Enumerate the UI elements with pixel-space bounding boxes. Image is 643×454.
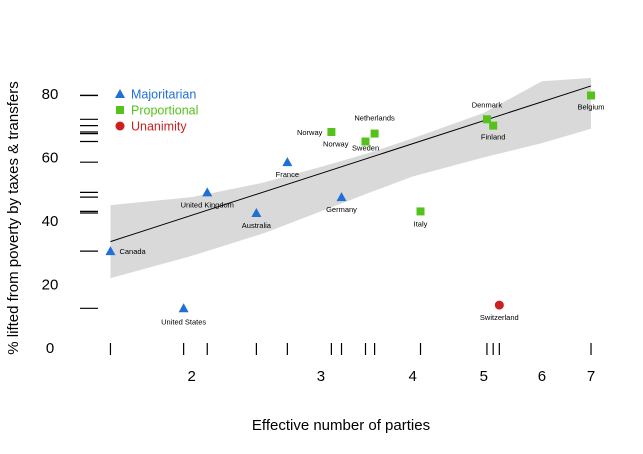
point-label: Italy <box>414 219 428 228</box>
circle-marker <box>494 300 504 310</box>
point-label: Norway <box>297 128 323 137</box>
square-marker <box>489 121 498 130</box>
triangle-marker <box>178 303 189 313</box>
y-tick-label: 40 <box>42 213 59 230</box>
square-marker <box>327 128 336 136</box>
point-label: Denmark <box>472 100 503 109</box>
point-label: France <box>276 170 299 179</box>
legend-circle-icon <box>115 121 125 131</box>
point-labels: Canada United States United Kingdom Austral… <box>119 100 604 326</box>
x-tick-label: 7 <box>587 368 595 385</box>
rug-marks <box>80 94 592 355</box>
point-label: Sweden <box>352 144 379 153</box>
point-label: United Kingdom <box>181 200 234 209</box>
confidence-band <box>110 78 591 279</box>
y-axis-title: % lifted from poverty by taxes & transfe… <box>5 81 22 354</box>
triangle-marker <box>202 187 213 197</box>
square-marker <box>482 115 491 124</box>
x-tick-label: 5 <box>480 368 488 385</box>
x-tick-label: 3 <box>317 368 325 385</box>
regression-line <box>110 85 592 243</box>
point-label: Netherlands <box>354 114 395 123</box>
confidence-band-area <box>110 78 591 279</box>
triangle-marker <box>251 208 262 217</box>
y-tick-label: 60 <box>42 149 59 166</box>
legend: Majoritarian Proportional Unanimity <box>115 88 198 134</box>
legend-triangle-icon <box>115 89 125 98</box>
point-label: Switzerland <box>480 313 519 322</box>
legend-entry: Proportional <box>131 104 198 118</box>
x-axis-title: Effective number of parties <box>252 417 430 434</box>
y-tick-label: 20 <box>42 276 59 293</box>
point-label: Germany <box>326 205 357 214</box>
point-label: Australia <box>242 221 272 230</box>
triangle-marker <box>282 157 293 167</box>
triangle-marker <box>336 192 347 202</box>
y-tick-label: 80 <box>42 86 59 103</box>
data-points <box>105 91 596 313</box>
x-tick-label: 4 <box>408 368 416 385</box>
point-label: Norway <box>323 140 349 149</box>
triangle-marker <box>105 246 116 256</box>
square-marker <box>587 91 596 100</box>
point-label: Belgium <box>577 102 604 111</box>
square-marker <box>361 137 370 146</box>
x-tick-label: 2 <box>188 368 196 385</box>
legend-entry: Unanimity <box>131 120 187 134</box>
axis-labels: 0 20 40 60 80 2 3 4 5 6 7 <box>42 86 596 385</box>
point-label: Finland <box>481 133 506 142</box>
square-marker <box>416 207 425 216</box>
legend-square-icon <box>116 106 124 114</box>
point-label: United States <box>161 317 206 326</box>
legend-entry: Majoritarian <box>131 88 196 102</box>
y-tick-label: 0 <box>46 340 54 357</box>
point-label: Canada <box>119 247 146 256</box>
x-tick-label: 6 <box>538 368 546 385</box>
square-marker <box>370 129 379 138</box>
fit-line <box>110 85 592 243</box>
